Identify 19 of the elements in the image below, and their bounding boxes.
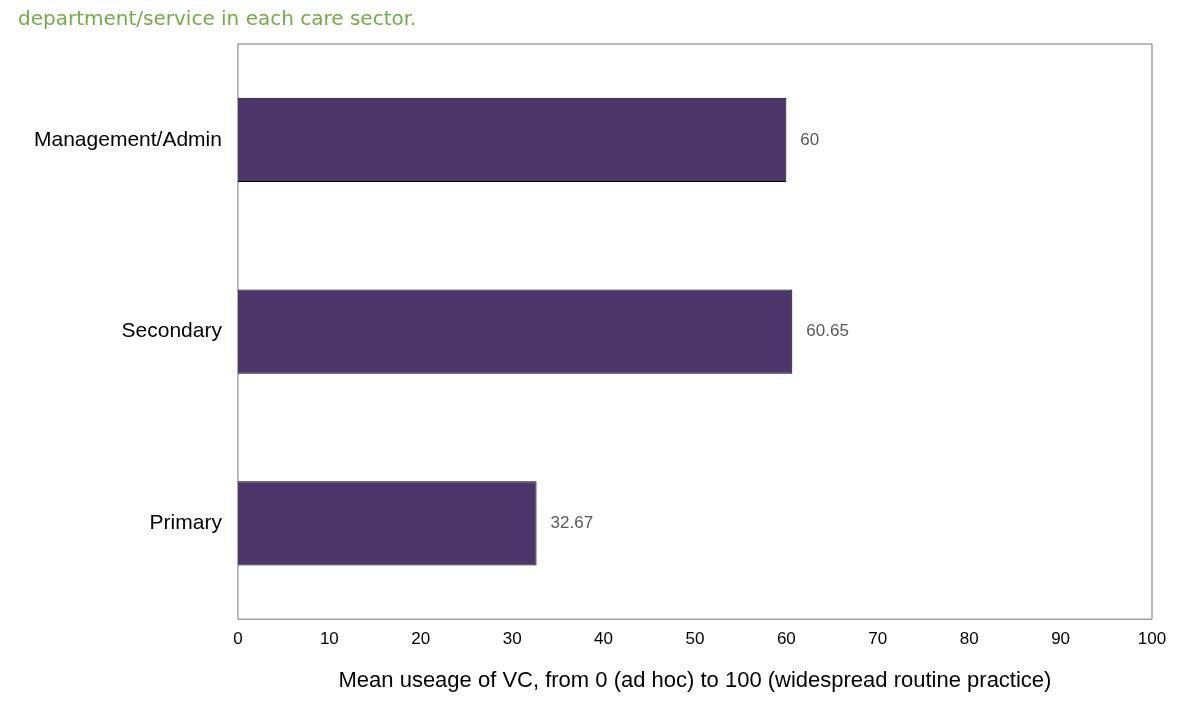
chart-title: department/service in each care sector.: [18, 6, 417, 31]
x-tick-label: 20: [411, 629, 431, 649]
data-label: 60: [800, 129, 820, 149]
x-tick-label: 30: [502, 629, 522, 649]
x-tick-label: 50: [685, 629, 705, 649]
x-axis-title: Mean useage of VC, from 0 (ad hoc) to 100 (widespread routine practice): [338, 666, 1052, 692]
x-tick-label: 80: [959, 629, 979, 649]
x-tick-label: 10: [319, 629, 339, 649]
data-label: 60.65: [806, 321, 849, 341]
x-tick-label: 90: [1051, 629, 1071, 649]
y-tick-label: Secondary: [121, 318, 223, 342]
data-label: 32.67: [550, 513, 594, 533]
x-tick-label: 0: [233, 629, 243, 649]
x-tick-label: 100: [1137, 629, 1167, 649]
x-tick-label: 70: [868, 629, 888, 649]
y-tick-label: Primary: [149, 510, 223, 534]
x-tick-label: 40: [594, 629, 614, 649]
x-tick-label: 60: [776, 629, 796, 649]
y-tick-label: Management/Admin: [34, 126, 222, 150]
